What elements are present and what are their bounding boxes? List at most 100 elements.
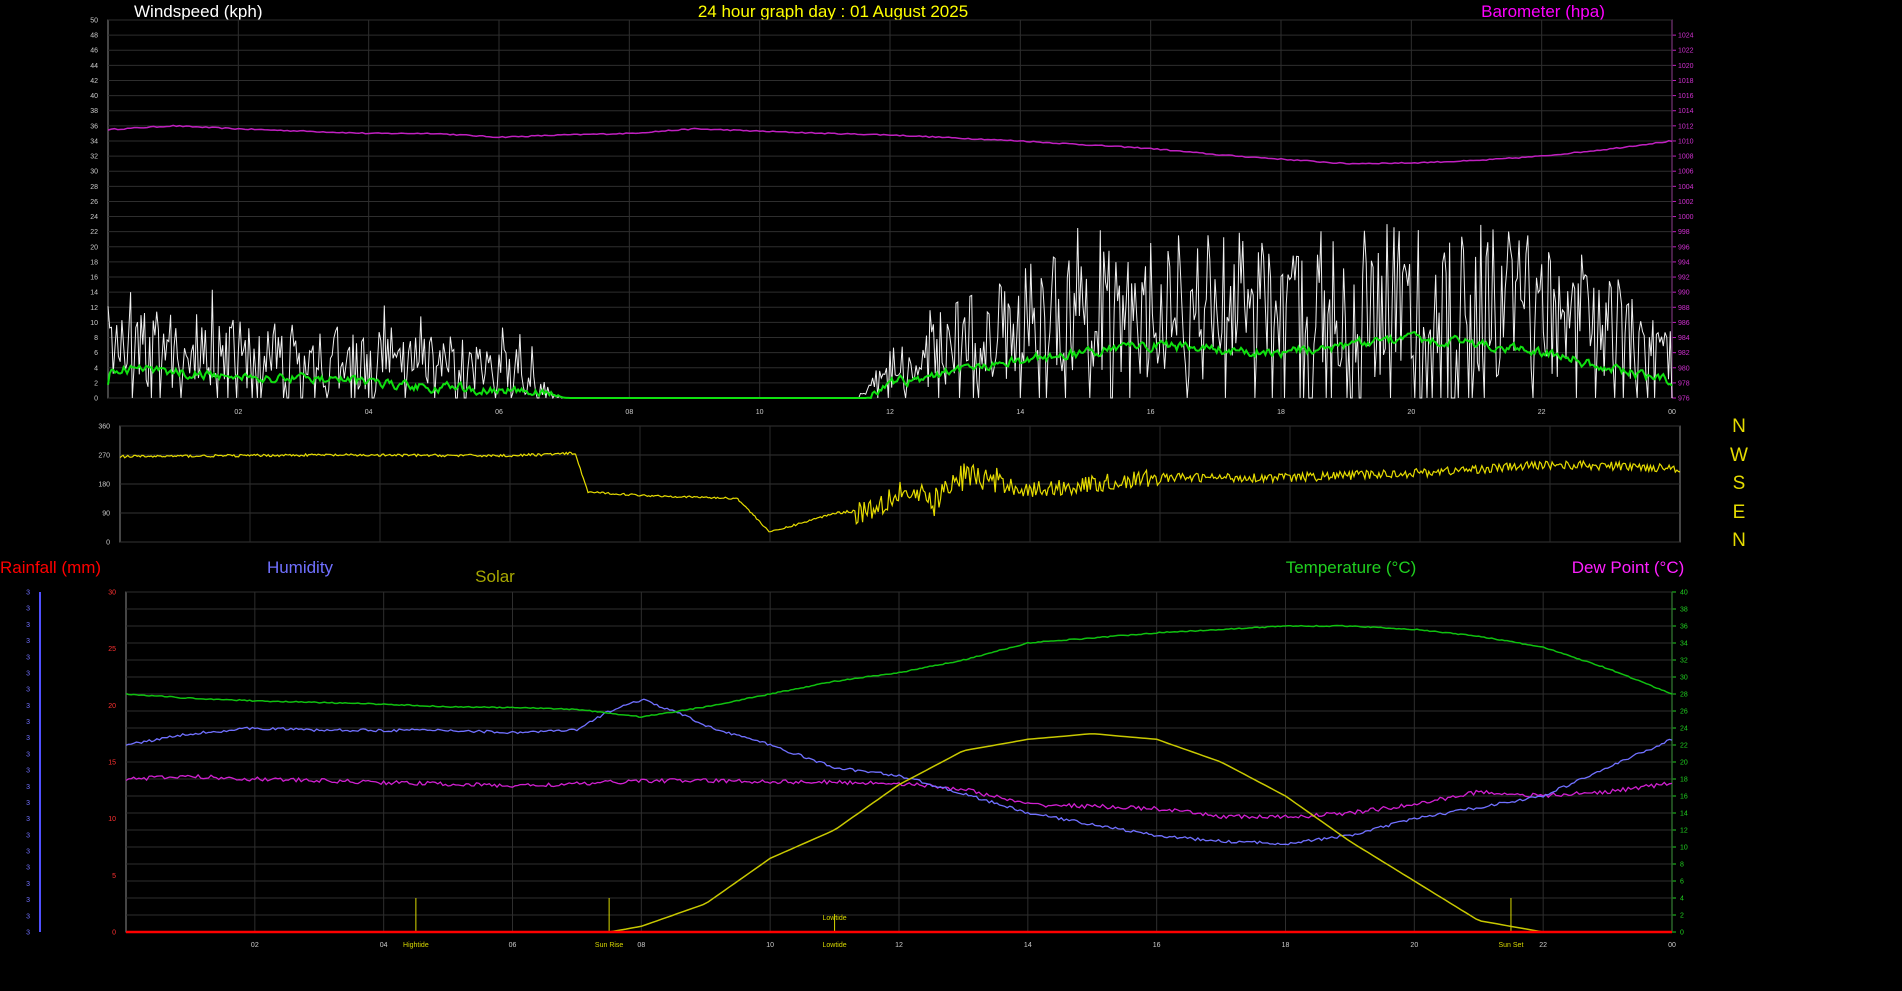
temp-y-tick: 12 [1680, 828, 1688, 835]
lower-x-tick: 02 [251, 942, 259, 949]
humidity-label: Humidity [267, 558, 334, 577]
dewpoint-label: Dew Point (°C) [1572, 558, 1685, 577]
baro-y-tick: 1004 [1678, 184, 1694, 191]
lower-x-tick: 12 [895, 942, 903, 949]
dewpoint-line [125, 773, 1673, 820]
humidity-y-tick: 3 [26, 816, 30, 823]
baro-y-tick: 1010 [1678, 138, 1694, 145]
baro-y-tick: 996 [1678, 244, 1690, 251]
temp-y-tick: 2 [1680, 913, 1684, 920]
temp-y-tick: 40 [1680, 590, 1688, 597]
rainfall-label: Rainfall (mm) [0, 558, 101, 577]
baro-y-tick: 984 [1678, 335, 1690, 342]
temp-y-tick: 6 [1680, 879, 1684, 886]
wind-x-tick: 18 [1277, 409, 1285, 416]
wind-x-tick: 14 [1016, 409, 1024, 416]
wind-x-tick: 00 [1668, 409, 1676, 416]
baro-y-tick: 994 [1678, 259, 1690, 266]
baro-y-tick: 1008 [1678, 154, 1694, 161]
wind-y-tick: 10 [90, 320, 98, 327]
wind-y-tick: 26 [90, 199, 98, 206]
temp-y-tick: 26 [1680, 709, 1688, 716]
temp-y-tick: 0 [1680, 930, 1684, 937]
temp-y-tick: 10 [1680, 845, 1688, 852]
humidity-y-tick: 3 [26, 590, 30, 597]
temp-y-tick: 30 [1680, 675, 1688, 682]
humidity-y-tick: 3 [26, 913, 30, 920]
wind-x-tick: 02 [234, 409, 242, 416]
temp-y-tick: 36 [1680, 624, 1688, 631]
temp-y-tick: 14 [1680, 811, 1688, 818]
baro-y-tick: 1012 [1678, 123, 1694, 130]
baro-y-tick: 1014 [1678, 108, 1694, 115]
tide-label: Hightide [403, 942, 429, 949]
wind-y-tick: 44 [90, 63, 98, 70]
wind-y-tick: 12 [90, 305, 98, 312]
chart-title: 24 hour graph day : 01 August 2025 [698, 2, 968, 21]
wind-x-tick: 10 [756, 409, 764, 416]
rain-y-tick: 20 [108, 703, 116, 710]
tide-label: Lowtide [823, 942, 847, 949]
wind-x-tick: 16 [1147, 409, 1155, 416]
lower-x-tick: 18 [1282, 942, 1290, 949]
baro-y-tick: 1018 [1678, 78, 1694, 85]
humidity-y-tick: 3 [26, 670, 30, 677]
humidity-y-tick: 3 [26, 751, 30, 758]
wind-y-tick: 48 [90, 33, 98, 40]
rain-y-tick: 15 [108, 760, 116, 767]
direction-y-tick: 180 [98, 482, 110, 489]
tide-label: Sun Set [1498, 942, 1523, 949]
humidity-y-tick: 3 [26, 654, 30, 661]
temp-y-tick: 20 [1680, 760, 1688, 767]
temp-y-tick: 22 [1680, 743, 1688, 750]
compass-e: E [1733, 502, 1746, 523]
wind-average-line [107, 331, 1673, 399]
humidity-y-tick: 3 [26, 800, 30, 807]
baro-y-tick: 1002 [1678, 199, 1694, 206]
lower-x-tick: 06 [509, 942, 517, 949]
compass-s: S [1733, 473, 1746, 494]
wind-gust-line [107, 224, 1673, 400]
tide-label: Sun Rise [595, 942, 624, 949]
lower-x-tick: 10 [766, 942, 774, 949]
lower-x-tick: 04 [380, 942, 388, 949]
temperature-label: Temperature (°C) [1286, 558, 1417, 577]
wind-y-tick: 30 [90, 169, 98, 176]
direction-y-tick: 0 [106, 540, 110, 547]
baro-y-tick: 978 [1678, 380, 1690, 387]
humidity-y-tick: 3 [26, 784, 30, 791]
temp-y-tick: 8 [1680, 862, 1684, 869]
wind-y-tick: 24 [90, 214, 98, 221]
temp-y-tick: 16 [1680, 794, 1688, 801]
lower-x-tick: 20 [1410, 942, 1418, 949]
direction-y-tick: 270 [98, 453, 110, 460]
humidity-y-tick: 3 [26, 622, 30, 629]
baro-y-tick: 986 [1678, 320, 1690, 327]
humidity-y-tick: 3 [26, 687, 30, 694]
baro-y-tick: 976 [1678, 396, 1690, 403]
baro-y-tick: 1024 [1678, 33, 1694, 40]
compass-n-top: N [1732, 416, 1746, 437]
baro-y-tick: 1006 [1678, 169, 1694, 176]
temp-y-tick: 24 [1680, 726, 1688, 733]
wind-y-tick: 38 [90, 108, 98, 115]
humidity-y-tick: 3 [26, 881, 30, 888]
baro-y-tick: 990 [1678, 290, 1690, 297]
temp-y-tick: 38 [1680, 607, 1688, 614]
rain-y-tick: 5 [112, 873, 116, 880]
rain-y-tick: 0 [112, 930, 116, 937]
humidity-y-tick: 3 [26, 719, 30, 726]
wind-y-tick: 16 [90, 275, 98, 282]
baro-y-tick: 992 [1678, 275, 1690, 282]
wind-y-tick: 0 [94, 396, 98, 403]
wind-x-tick: 04 [365, 409, 373, 416]
lower-x-tick: 00 [1668, 942, 1676, 949]
baro-y-tick: 988 [1678, 305, 1690, 312]
temp-y-tick: 34 [1680, 641, 1688, 648]
humidity-line [125, 698, 1673, 846]
temp-y-tick: 18 [1680, 777, 1688, 784]
baro-y-tick: 980 [1678, 365, 1690, 372]
wind-y-tick: 36 [90, 123, 98, 130]
wind-y-tick: 6 [94, 350, 98, 357]
baro-y-tick: 1020 [1678, 63, 1694, 70]
